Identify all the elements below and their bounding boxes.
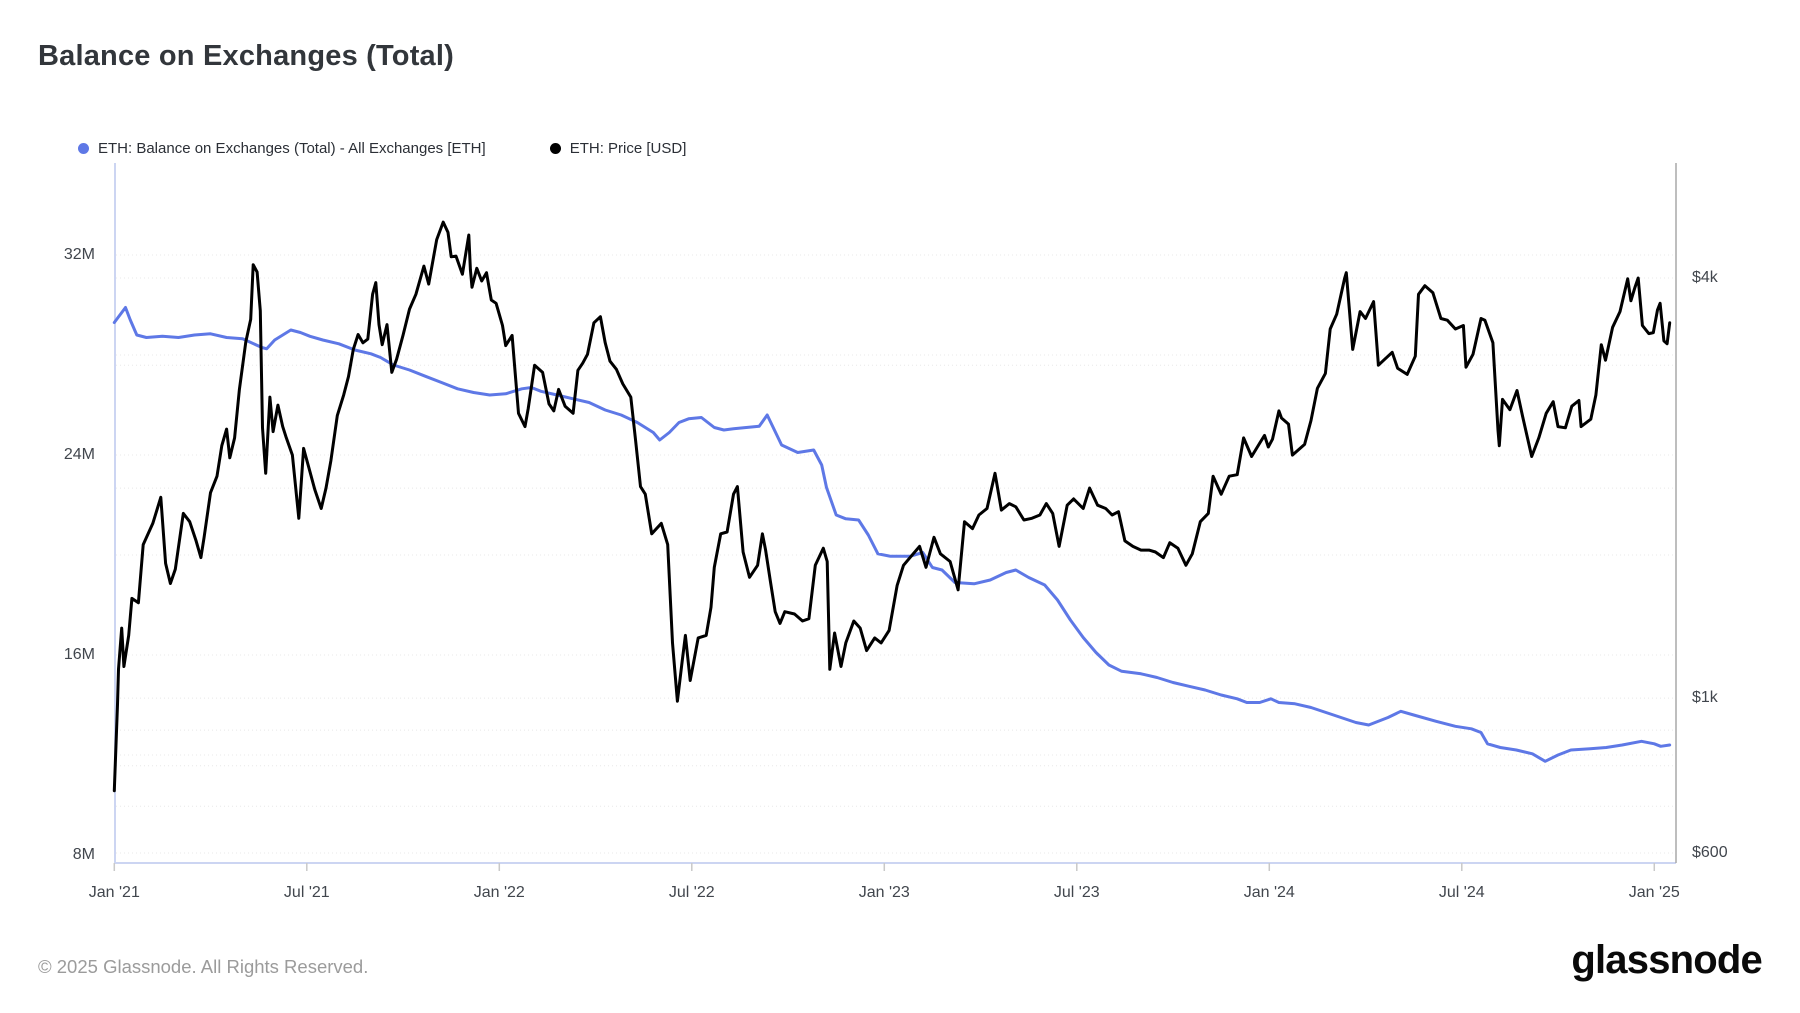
price-line-series[interactable] <box>112 220 1672 793</box>
x-axis-label-Jan '23: Jan '23 <box>858 884 910 901</box>
y-right-label-$600: $600 <box>1692 844 1728 861</box>
legend-label-balance: ETH: Balance on Exchanges (Total) - All … <box>98 140 486 157</box>
y-right-label-$1k: $1k <box>1692 689 1718 707</box>
legend-item-balance[interactable]: ETH: Balance on Exchanges (Total) - All … <box>78 140 486 157</box>
x-axis-label-Jan '25: Jan '25 <box>1628 884 1680 901</box>
x-axis-label-Jan '22: Jan '22 <box>473 884 525 901</box>
x-axis-label-Jul '23: Jul '23 <box>1053 884 1100 901</box>
x-axis-label-Jul '24: Jul '24 <box>1438 884 1485 901</box>
y-left-label-16M: 16M <box>63 646 95 663</box>
legend-dot-price-icon <box>549 143 561 154</box>
legend-item-price[interactable]: ETH: Price [USD] <box>549 140 687 157</box>
y-left-label-8M: 8M <box>72 846 95 863</box>
y-left-label-32M: 32M <box>63 246 95 263</box>
balance-line-series[interactable] <box>112 306 1672 763</box>
x-axis-label-Jul '21: Jul '21 <box>283 884 330 901</box>
chart-legend: ETH: Balance on Exchanges (Total) - All … <box>78 140 686 157</box>
legend-label-price: ETH: Price [USD] <box>569 140 687 157</box>
glassnode-logo[interactable]: glassnode <box>1571 938 1762 982</box>
x-axis-label-Jan '24: Jan '24 <box>1243 884 1295 901</box>
legend-dot-balance-icon <box>78 143 89 154</box>
x-axis-label-Jul '22: Jul '22 <box>668 884 715 901</box>
chart-area[interactable] <box>0 0 1800 920</box>
page-title: Balance on Exchanges (Total) <box>38 40 454 72</box>
x-axis-label-Jan '21: Jan '21 <box>88 884 140 901</box>
y-right-label-$4k: $4k <box>1692 269 1718 286</box>
copyright-text: © 2025 Glassnode. All Rights Reserved. <box>38 956 369 977</box>
line-chart[interactable] <box>0 0 1800 920</box>
y-left-label-24M: 24M <box>63 446 95 463</box>
